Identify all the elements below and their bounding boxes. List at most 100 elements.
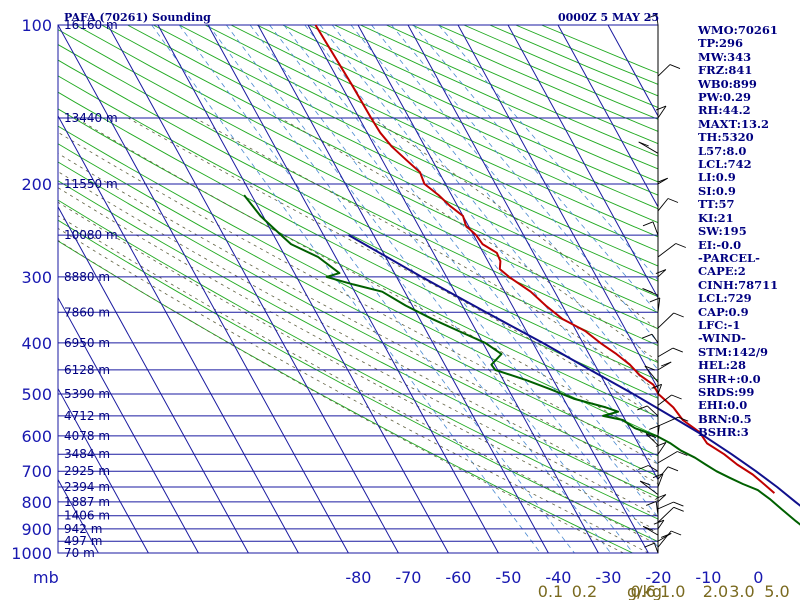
moist-adiabat [194,117,658,392]
moist-adiabat [58,131,658,465]
wind-barb [657,64,671,77]
dry-adiabat [58,180,658,498]
index-item: LI:0.9 [698,170,736,185]
height-label: 942 m [64,522,102,536]
isotherm [157,25,449,553]
height-label: 8880 m [64,270,110,284]
wind-barb [657,312,675,329]
height-label: 6128 m [64,363,110,377]
wind-barb [648,465,659,472]
index-item: TP:296 [698,36,744,51]
wind-barb [657,243,677,258]
temperature-tick-label: -70 [395,568,421,587]
height-label: 10080 m [64,228,118,242]
wind-barb-flag [644,365,656,371]
wind-barb-flag [655,494,667,499]
wind-barb-flag [661,361,672,367]
index-item: MAXT:13.2 [698,116,769,131]
dry-adiabat [75,25,658,313]
wind-barb [657,451,678,464]
isotherm [457,25,658,390]
isotherm [557,25,658,208]
wind-barb [651,333,659,344]
wind-barb-flag [655,105,667,111]
dry-adiabat [58,143,658,457]
temperature-tick-label: -50 [495,568,521,587]
wind-barb [657,394,672,406]
wind-barb-flag [651,383,662,389]
temperature-tick-label: -80 [345,568,371,587]
index-item: SW:195 [698,224,747,239]
height-label: 11550 m [64,177,118,191]
wind-barb-flag [673,506,684,512]
mixing-ratio-label: 0.2 [572,582,597,600]
pressure-tick-label: 900 [21,520,52,539]
height-label: 4078 m [64,429,110,443]
wind-barb-flag [670,530,682,536]
wind-barb-flag [678,416,689,422]
index-item: LCL:742 [698,157,752,172]
wind-barb [639,480,659,495]
mixing-ratio-label: 1.0 [660,582,685,600]
isotherm [58,387,149,553]
index-item: LFC:-1 [698,317,741,332]
isotherm [207,25,499,553]
index-item: BRN:0.5 [698,411,752,426]
wind-barb [638,141,659,154]
mixing-ratio-label: 2.0 [703,582,728,600]
isotherm [357,25,649,553]
dewpoint-trace [243,194,800,526]
temperature-tick-label: -40 [545,568,571,587]
pressure-tick-label: 1000 [11,544,52,563]
height-label: 3484 m [64,447,110,461]
height-label: 2394 m [64,480,110,494]
wind-barb-flag [677,451,688,456]
index-item: CAP:0.9 [698,304,749,319]
index-item: EHI:0.0 [698,398,748,413]
index-item: WB0:899 [698,76,757,91]
wind-barb [657,347,674,358]
wind-barb [657,425,660,436]
mixing-ratio-line [226,25,634,553]
wind-barb [657,384,663,395]
index-item: MW:343 [698,49,752,64]
wind-barb-flag [667,198,679,203]
height-label: 4712 m [64,409,110,423]
wind-barb [653,543,659,554]
dry-adiabat [58,75,658,381]
mixing-ratio-line [151,25,541,553]
mixing-ratio-line [208,25,612,553]
index-item: BSHR:3 [698,425,749,440]
height-label: 6950 m [64,336,110,350]
dry-adiabat [58,59,658,364]
isotherm [607,25,658,117]
wind-barb-flag [637,405,648,411]
height-label: 13440 m [64,111,118,125]
wind-barb [657,494,667,503]
index-item: -WIND- [698,331,746,346]
index-item: PW:0.29 [698,90,752,105]
index-item: HEL:28 [698,358,746,373]
moist-adiabat [279,117,658,363]
isotherm [58,114,299,553]
wind-barb-flag [671,394,682,400]
mixing-ratio-line [178,25,575,553]
wind-barb [657,416,679,427]
moist-adiabat [58,215,658,546]
dry-adiabat [58,125,658,437]
dry-adiabat [58,44,658,346]
height-label: 16160 m [64,18,118,32]
wind-barb-flag [646,500,657,506]
chart-time: 0000Z 5 MAY 25 [558,11,659,24]
temperature-tick-label: 0 [753,568,763,587]
wind-barb-flag [645,433,657,439]
index-item: FRZ:841 [698,63,753,78]
index-item: CAPE:2 [698,264,746,279]
wind-barb-flag [641,333,653,339]
temperature-tick-label: -30 [595,568,621,587]
chart-title: PAFA (70261) Sounding [64,11,211,24]
height-label: 5390 m [64,387,110,401]
pressure-tick-label: 100 [21,16,52,35]
mixing-ratio-line [283,25,658,497]
